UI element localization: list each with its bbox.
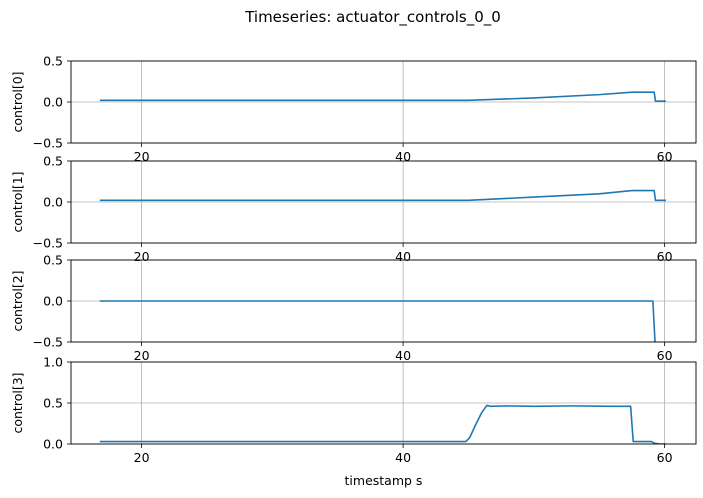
x-tick-label: 60 (657, 450, 673, 465)
x-tick-label: 60 (657, 348, 673, 363)
y-tick-label: 0.5 (43, 54, 63, 69)
subplot-0: 20 40 60 −0.5 0.0 0.5 control[0] (10, 54, 697, 164)
x-tick-label: 20 (134, 348, 150, 363)
x-tick-label: 20 (134, 149, 150, 164)
y-axis-label: control[0] (10, 71, 25, 132)
x-tick-label: 20 (134, 450, 150, 465)
series-line (99, 404, 666, 444)
y-axis-label: control[2] (10, 270, 25, 331)
y-tick-label: −0.5 (33, 136, 63, 151)
y-tick-label: 0.5 (43, 396, 63, 411)
x-tick-label: 40 (395, 450, 411, 465)
y-axis-label: control[1] (10, 171, 25, 232)
x-tick-label: 40 (395, 149, 411, 164)
y-tick-label: 0.0 (43, 95, 63, 110)
series-line (99, 300, 656, 342)
y-tick-label: 0.0 (43, 195, 63, 210)
y-tick-label: −0.5 (33, 335, 63, 350)
y-tick-label: 1.0 (43, 355, 63, 370)
x-axis-label: timestamp s (345, 473, 423, 488)
series-line (99, 91, 666, 102)
y-tick-label: 0.0 (43, 437, 63, 452)
x-tick-label: 60 (657, 149, 673, 164)
series-line (99, 189, 666, 202)
y-tick-label: 0.5 (43, 253, 63, 268)
subplot-3: 20 40 60 0.0 0.5 1.0 control[3] timestamp s (10, 355, 697, 488)
y-tick-label: 0.5 (43, 154, 63, 169)
figure-title: Timeseries: actuator_controls_0_0 (244, 8, 501, 27)
subplot-2: 20 40 60 −0.5 0.0 0.5 control[2] (10, 253, 697, 363)
y-tick-label: −0.5 (33, 236, 63, 251)
subplots: 20 40 60 −0.5 0.0 0.5 control[0] 20 40 60 −0.5 0.0 0… (10, 54, 697, 488)
x-tick-label: 40 (395, 348, 411, 363)
y-axis-label: control[3] (10, 372, 25, 433)
y-tick-label: 0.0 (43, 294, 63, 309)
